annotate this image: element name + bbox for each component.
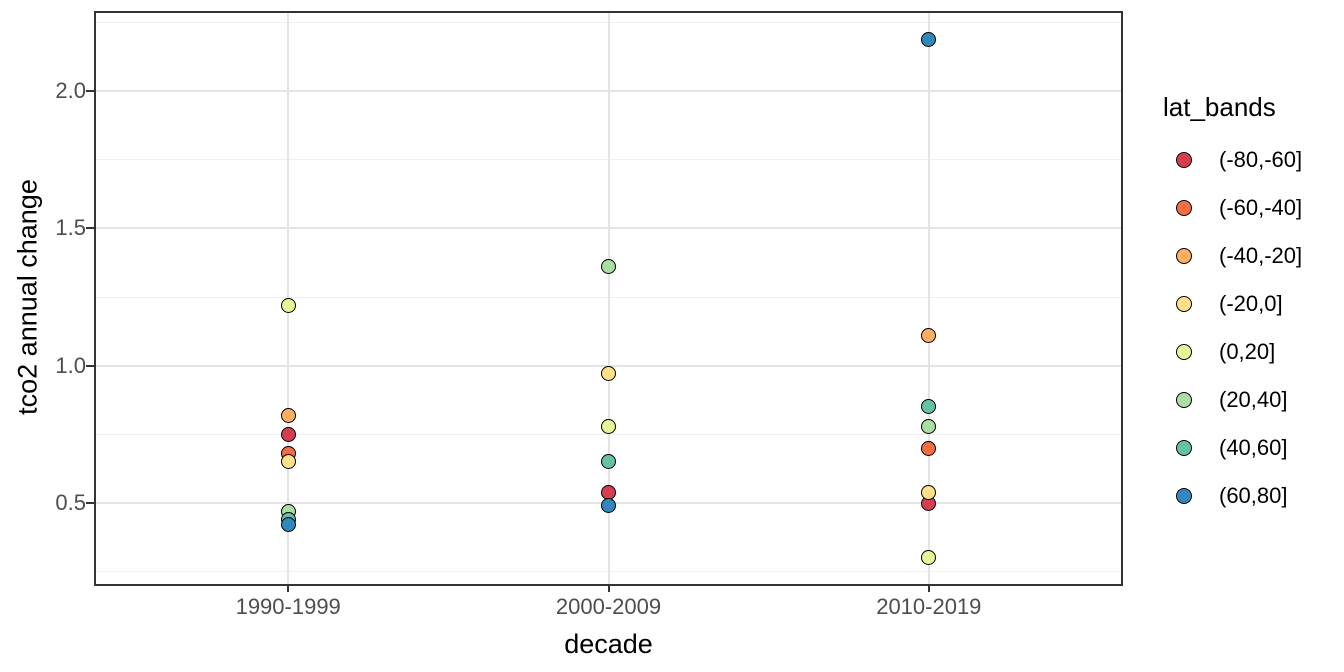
legend-item: (0,20] (1176, 328, 1302, 376)
legend-label: (40,60] (1219, 435, 1288, 460)
plot-panel (94, 11, 1123, 586)
data-point (280, 454, 296, 470)
x-tick-label: 2010-2019 (876, 594, 982, 619)
x-tick-mark (287, 584, 290, 592)
y-axis-title: tco2 annual change (12, 179, 43, 415)
legend-label: (-80,-60] (1219, 147, 1303, 172)
y-tick-mark (86, 227, 94, 230)
data-point (921, 484, 937, 500)
y-tick-label: 0.5 (55, 490, 86, 516)
x-axis-title: decade (564, 629, 653, 659)
y-tick-label: 1.0 (55, 352, 86, 378)
legend-key-icon (1176, 392, 1192, 408)
data-point (280, 517, 296, 533)
legend-label: (20,40] (1219, 387, 1288, 412)
legend-item: (-60,-40] (1176, 184, 1302, 232)
legend-title: lat_bands (1163, 92, 1276, 122)
data-point (280, 407, 296, 423)
y-tick-label: 1.5 (55, 215, 86, 241)
y-tick-mark (86, 90, 94, 93)
x-tick-label: 1990-1999 (235, 594, 341, 619)
data-point (601, 366, 616, 382)
legend: lat_bands (-80,-60] (-60,-40] (-40,-20] (-2… (1163, 92, 1302, 520)
legend-key-icon (1176, 296, 1192, 312)
legend-item: (20,40] (1176, 376, 1302, 424)
data-point (601, 259, 616, 275)
x-tick-label: 2000-2009 (555, 594, 662, 619)
legend-item: (-80,-60] (1176, 136, 1302, 184)
y-tick-mark (86, 364, 94, 367)
data-point (601, 454, 616, 470)
data-point (280, 297, 296, 313)
legend-key-icon (1176, 248, 1192, 264)
data-point (921, 31, 937, 47)
y-tick-label: 2.0 (55, 78, 86, 104)
legend-item: (40,60] (1176, 424, 1302, 472)
legend-label: (-20,0] (1219, 291, 1283, 316)
data-point (921, 328, 937, 344)
legend-label: (-40,-20] (1219, 243, 1303, 268)
legend-key-icon (1176, 440, 1192, 456)
legend-key-icon (1176, 152, 1192, 168)
data-point (280, 426, 296, 442)
legend-label: (60,80] (1219, 483, 1288, 508)
legend-item: (-20,0] (1176, 280, 1302, 328)
y-tick-mark (86, 502, 94, 505)
legend-item: (60,80] (1176, 472, 1302, 520)
gridline-vertical (607, 13, 610, 584)
gridline-vertical (927, 13, 930, 584)
data-point (601, 498, 616, 514)
legend-label: (0,20] (1219, 339, 1276, 364)
data-point (921, 399, 937, 415)
legend-label: (-60,-40] (1219, 195, 1303, 220)
legend-item: (-40,-20] (1176, 232, 1302, 280)
data-point (921, 440, 937, 456)
legend-items: (-80,-60] (-60,-40] (-40,-20] (-20,0] (0,20]… (1163, 136, 1302, 520)
x-tick-mark (927, 584, 930, 592)
data-point (601, 418, 616, 434)
x-tick-mark (607, 584, 610, 592)
data-point (921, 418, 937, 434)
legend-key-icon (1176, 200, 1192, 216)
legend-key-icon (1176, 488, 1192, 504)
legend-key-icon (1176, 344, 1192, 360)
data-point (921, 550, 937, 566)
